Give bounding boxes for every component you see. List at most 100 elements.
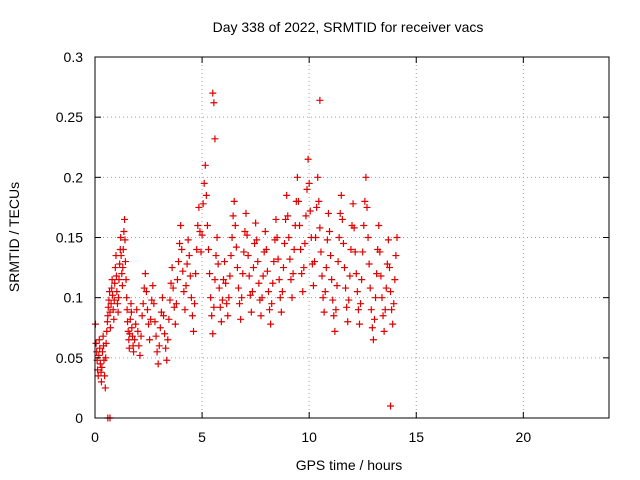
data-point [108, 276, 116, 284]
data-point [317, 248, 325, 256]
data-point [357, 300, 365, 308]
data-point [137, 332, 145, 340]
data-point [115, 276, 123, 284]
data-point [261, 227, 269, 235]
data-point [361, 197, 369, 205]
x-axis-label: GPS time / hours [296, 457, 403, 473]
data-point [368, 324, 376, 332]
data-point [297, 246, 305, 254]
data-point [152, 332, 160, 340]
data-point [332, 306, 340, 314]
data-point [212, 252, 220, 260]
data-point [134, 327, 142, 335]
data-point [226, 272, 234, 280]
data-point [283, 191, 291, 199]
data-point [244, 252, 252, 260]
data-point [287, 276, 295, 284]
y-tick-label: 0.05 [56, 350, 83, 366]
x-tick-label: 10 [301, 429, 317, 445]
data-point [131, 336, 139, 344]
data-point [101, 384, 109, 392]
data-point [321, 288, 329, 296]
data-point [276, 294, 284, 302]
data-point [96, 344, 104, 352]
data-point [111, 279, 119, 287]
data-point [190, 327, 198, 335]
data-point [118, 270, 126, 278]
data-point [243, 231, 251, 239]
data-point [342, 284, 350, 292]
data-point [198, 231, 206, 239]
data-point [245, 272, 253, 280]
data-point [279, 264, 287, 272]
data-point [209, 330, 217, 338]
data-point [306, 207, 314, 215]
data-point [370, 315, 378, 323]
data-point [109, 291, 117, 299]
data-point [305, 179, 313, 187]
data-point [215, 284, 223, 292]
data-point [349, 200, 357, 208]
data-point [205, 246, 213, 254]
data-point [237, 315, 245, 323]
data-point [303, 185, 311, 193]
data-point [312, 234, 320, 241]
data-point [178, 246, 186, 254]
data-point [302, 212, 310, 220]
data-point [135, 342, 143, 350]
data-point [389, 320, 397, 328]
data-point [252, 219, 260, 227]
x-tick-label: 5 [198, 429, 206, 445]
data-point [99, 332, 107, 340]
data-point [208, 312, 216, 320]
data-point [338, 215, 346, 223]
data-point [337, 191, 345, 199]
data-point [203, 221, 211, 229]
data-point [289, 270, 297, 278]
data-point [269, 279, 277, 287]
data-point [218, 296, 226, 304]
data-point [160, 312, 168, 320]
data-point [121, 215, 129, 223]
data-point [353, 288, 361, 296]
data-point [390, 300, 398, 308]
data-point [95, 336, 103, 344]
data-point [161, 330, 169, 338]
data-point [230, 197, 238, 205]
data-point [200, 179, 208, 187]
data-point [206, 270, 214, 278]
data-point [290, 246, 298, 254]
data-point [296, 221, 304, 229]
data-point [293, 173, 301, 181]
data-point [110, 315, 118, 323]
data-point [163, 356, 171, 364]
data-point [142, 288, 150, 296]
data-point [128, 324, 136, 332]
data-point [320, 308, 328, 316]
data-point [251, 240, 259, 248]
data-point [288, 294, 296, 302]
data-point [151, 318, 159, 326]
data-point [183, 260, 191, 268]
data-point [369, 336, 377, 344]
data-point [240, 248, 248, 256]
x-tick-label: 20 [516, 429, 532, 445]
data-point [311, 258, 319, 266]
data-points [91, 89, 401, 422]
data-point [165, 315, 173, 323]
data-point [315, 197, 323, 205]
data-point [358, 276, 366, 284]
axis-ticks [94, 56, 609, 419]
data-point [115, 294, 123, 302]
data-point [172, 300, 180, 308]
data-point [216, 303, 224, 311]
data-point [193, 246, 201, 254]
data-point [294, 197, 302, 205]
data-point [98, 348, 106, 356]
data-point [114, 308, 122, 316]
data-point [181, 306, 189, 314]
data-point [133, 306, 141, 314]
data-point [376, 248, 384, 256]
data-point [168, 264, 176, 272]
x-tick-label: 15 [408, 429, 424, 445]
